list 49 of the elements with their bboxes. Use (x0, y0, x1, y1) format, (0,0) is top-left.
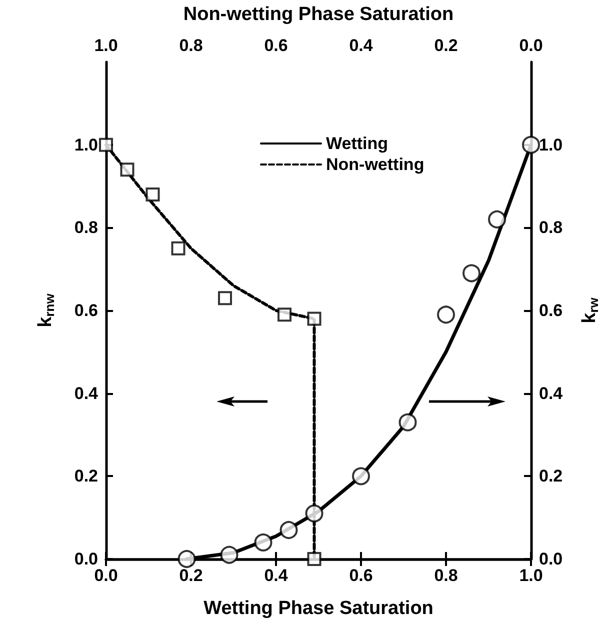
y-tick-label: 0.2 (74, 466, 98, 486)
x2-tick-label: 0.2 (434, 36, 458, 55)
point (488, 210, 506, 228)
legend-label: Wetting (326, 134, 388, 153)
y2-tick-label: 1.0 (539, 135, 563, 154)
y-tick-label: 1.0 (74, 135, 98, 154)
x2-tick-label: 0.4 (349, 36, 374, 55)
x-axis-title: Wetting Phase Saturation (204, 598, 434, 619)
point (171, 241, 186, 256)
x2-tick-label: 0.0 (519, 36, 543, 55)
x2-axis-title: Non-wetting Phase Saturation (183, 4, 454, 25)
point (522, 136, 540, 154)
y2-axis-title: krw (579, 296, 601, 324)
point (280, 521, 298, 540)
point (462, 264, 480, 282)
x-tick-label: 0.8 (434, 566, 458, 585)
x-tick-label: 1.0 (519, 566, 543, 585)
y2-tick-label: 0.2 (539, 466, 563, 486)
point (352, 467, 370, 486)
y-tick-label: 0.8 (74, 218, 98, 238)
y2-tick-label: 0.8 (539, 218, 563, 238)
legend-label: Non-wetting (326, 155, 424, 174)
y2-tick-label: 0.6 (539, 301, 563, 320)
point (220, 546, 238, 564)
x2-tick-label: 0.8 (179, 36, 203, 55)
point (254, 533, 272, 552)
point (99, 138, 113, 152)
point (437, 306, 455, 324)
y-tick-label: 0.0 (74, 550, 98, 568)
x2-tick-label: 0.6 (264, 36, 288, 55)
x-tick-label: 0.0 (94, 566, 118, 585)
y2-tick-label: 0.0 (539, 550, 563, 568)
y-tick-label: 0.6 (74, 301, 98, 320)
point (218, 291, 232, 306)
y-tick-label: 0.4 (74, 384, 99, 403)
point (278, 308, 292, 322)
point (398, 413, 417, 432)
y-axis-title: krnw (35, 292, 57, 328)
point (178, 550, 196, 568)
x-tick-label: 0.6 (349, 566, 373, 585)
x-tick-label: 0.2 (179, 566, 203, 585)
point (307, 552, 322, 566)
y2-tick-label: 0.4 (539, 384, 564, 403)
point (146, 188, 160, 202)
x2-tick-label: 1.0 (94, 36, 118, 55)
x-tick-label: 0.4 (264, 566, 288, 585)
point (305, 504, 324, 522)
point (120, 162, 134, 177)
point (307, 312, 322, 326)
